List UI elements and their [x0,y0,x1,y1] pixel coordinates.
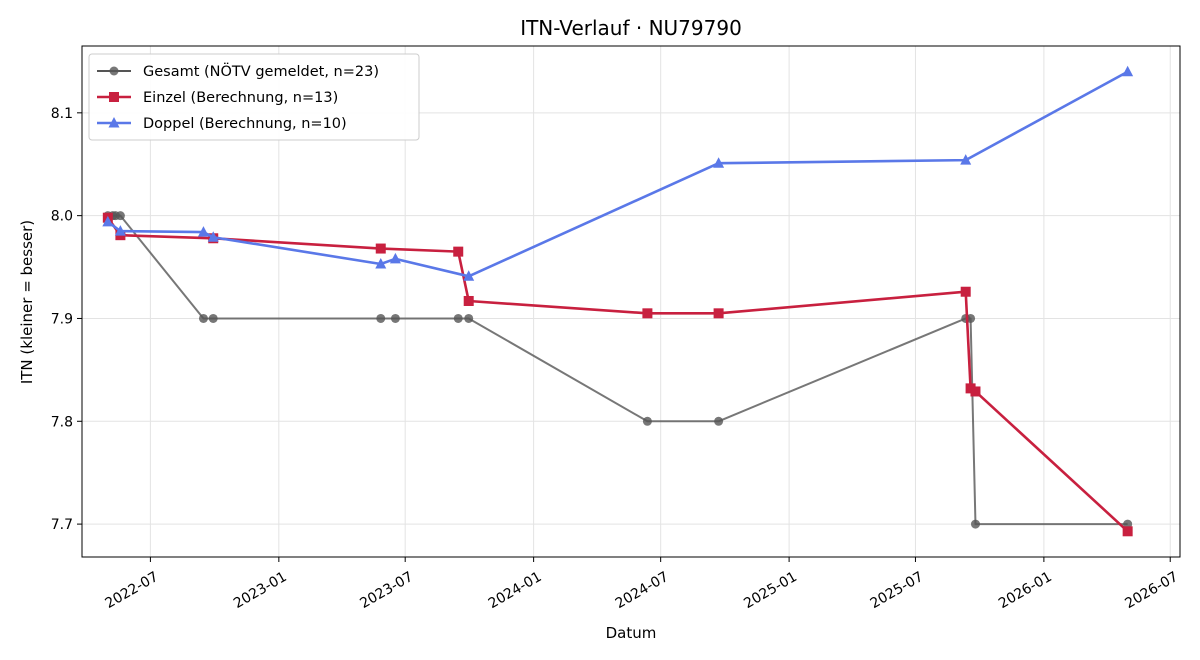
data-point [390,313,400,323]
data-point [114,225,126,236]
data-point [463,270,475,281]
plot-frame [81,45,1181,558]
legend: Gesamt (NÖTV gemeldet, n=23) Einzel (Bere… [88,53,420,141]
y-tick-label: 8.1 [51,106,73,122]
data-point [714,416,724,426]
data-point [115,211,125,221]
data-point [207,231,219,242]
data-point [713,308,724,319]
data-point [375,243,386,254]
data-point [197,226,209,237]
legend-label: Gesamt (NÖTV gemeldet, n=23) [143,62,379,80]
data-point [453,246,464,257]
data-point [1122,526,1133,537]
data-point [713,157,725,168]
data-point [464,313,474,323]
legend-swatch-marker [109,66,119,76]
legend-entry: Einzel (Berechnung, n=13) [97,90,338,106]
data-point [642,308,653,319]
data-point [375,257,387,269]
y-tick-label: 8.0 [51,209,73,225]
y-axis-label: ITN (kleiner = besser) [18,220,36,384]
data-point [960,154,972,165]
y-tick-label: 7.8 [51,414,73,430]
legend-entry: Doppel (Berechnung, n=10) [97,116,347,132]
data-point [102,215,114,227]
chart-title: ITN-Verlauf · NU79790 [520,16,742,40]
data-point [970,386,981,397]
data-point [376,313,386,323]
legend-label: Doppel (Berechnung, n=10) [143,116,347,132]
y-tick-label: 7.9 [51,311,73,327]
data-point [970,519,980,529]
y-tick-label: 7.7 [51,517,73,533]
data-point [198,313,208,323]
data-point [960,286,971,297]
legend-entry: Gesamt (NÖTV gemeldet, n=23) [97,62,379,80]
series-line [107,70,1129,278]
legend-label: Einzel (Berechnung, n=13) [143,90,338,106]
data-point [208,313,218,323]
series-triangle [102,65,1134,281]
legend-swatch-marker [109,92,119,102]
legend-frame [88,53,420,141]
data-point [453,313,463,323]
data-point [389,252,401,264]
data-point [642,416,652,426]
legend-swatch-marker [108,117,120,128]
data-point [1122,65,1134,77]
x-axis-label: Datum [606,624,657,642]
data-point [463,295,474,306]
